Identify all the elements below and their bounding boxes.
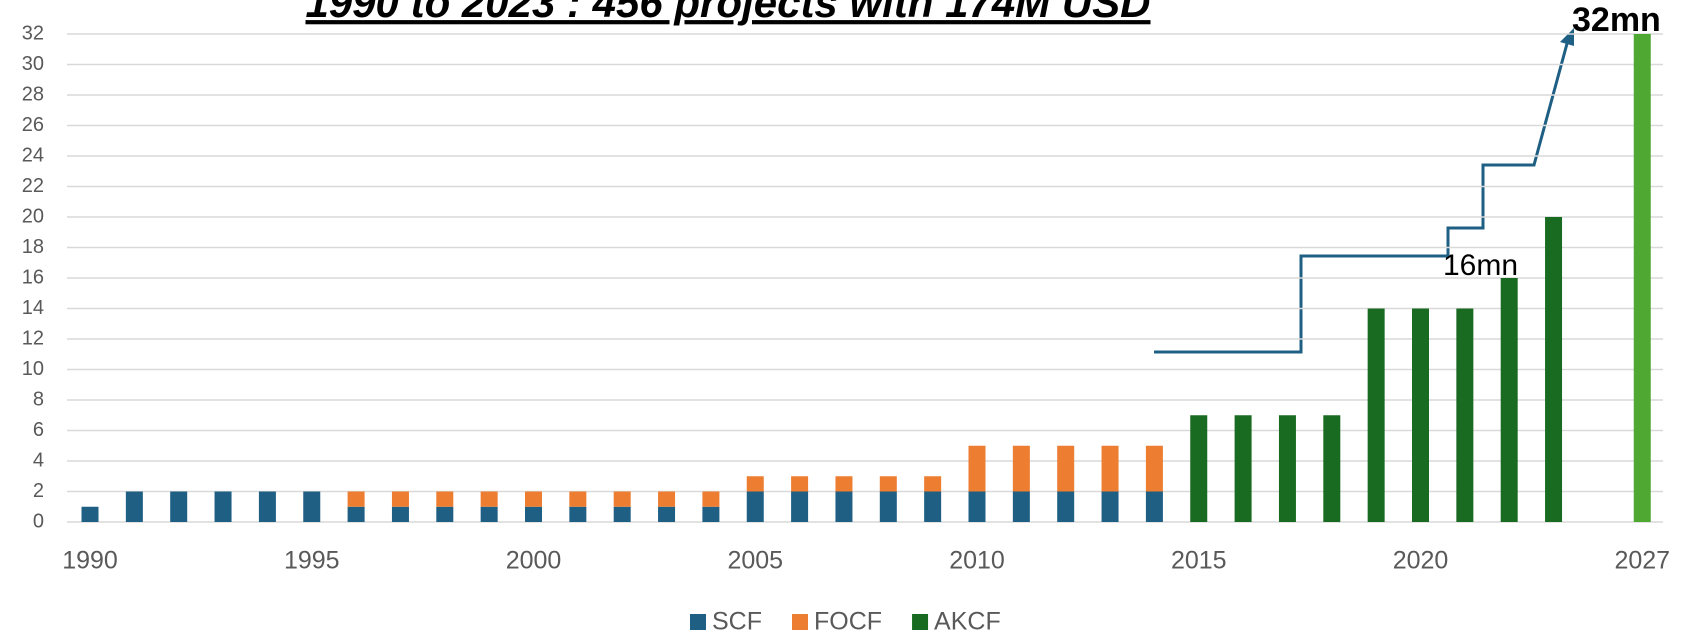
bar-segment [1057,445,1075,492]
y-tick-label: 16 [22,266,44,288]
bar-segment [924,476,942,492]
bar-segment [1545,217,1563,522]
bar-segment [1012,445,1030,492]
legend: SCF FOCF AKCF [690,608,1001,636]
legend-swatch [792,614,808,630]
arrow-head [1560,28,1574,46]
legend-swatch [912,614,929,630]
x-tick-label: 2027 [1614,547,1670,575]
bar-segment [746,476,764,492]
y-tick-label: 14 [22,297,44,319]
bar-segment [835,491,853,522]
y-tick-label: 2 [33,480,44,502]
bar-segment [879,491,897,522]
legend-swatch [690,614,706,630]
bar-segment [968,445,986,492]
x-tick-label: 2010 [949,547,1005,575]
bar-segment [1101,445,1119,492]
bar-segment [391,506,409,522]
y-tick-label: 4 [33,449,44,471]
bar-segment [1500,278,1518,522]
bar-segment [170,491,188,522]
bar-segment [1101,491,1119,522]
x-tick-label: 2005 [727,547,783,575]
bar-segment [303,491,321,522]
bar-segment [613,491,631,507]
bar-segment [347,506,365,522]
bar-segment [125,491,143,522]
bar-segment [1278,415,1296,522]
bar-segment [1367,308,1385,522]
y-tick-label: 10 [22,358,44,380]
bar-segment [1234,415,1252,522]
y-tick-label: 20 [22,205,44,227]
bar-segment [525,491,542,507]
bar-segment [480,506,498,522]
bar-segment [436,491,454,507]
x-tick-label: 1995 [284,547,340,575]
bar-segment [746,491,764,522]
bar-segment [347,491,365,507]
y-tick-label: 0 [33,510,44,532]
annotation: 32mn [1572,1,1661,39]
bar-segment [1323,415,1341,522]
bar-segment [658,506,676,522]
x-tick-label: 1990 [62,547,118,575]
y-tick-label: 28 [22,83,44,105]
bar-segment [258,491,276,522]
y-tick-label: 8 [33,388,44,410]
bar-segment [391,491,409,507]
trend-arrow [1154,39,1570,354]
y-tick-label: 30 [22,53,44,75]
bar-segment [613,506,631,522]
bar-segment [702,506,720,522]
bar-segment [658,491,676,507]
bar-segment [702,491,720,507]
x-tick-label: 2015 [1171,547,1227,575]
x-tick-label: 2000 [506,547,562,575]
bar-segment [835,476,853,492]
bar-segment [1190,415,1208,522]
y-tick-label: 22 [22,175,44,197]
bar-segment [569,491,587,507]
x-tick-label: 2020 [1393,547,1449,575]
bar-segment [791,491,809,522]
y-tick-label: 26 [22,114,44,136]
bar-segment [436,506,454,522]
bar-segment [1145,445,1163,492]
legend-label: AKCF [934,608,1001,636]
annotation: 16mn [1443,249,1518,282]
bar-segment [879,476,897,492]
bar-segment [569,506,587,522]
y-tick-label: 6 [33,419,44,441]
y-tick-label: 32 [22,22,44,44]
bar-segment [968,491,986,522]
bar-segment [480,491,498,507]
bar-segment [81,506,99,522]
bar-segment [1145,491,1163,522]
bar-segment [1057,491,1075,522]
bar-segment [214,491,232,522]
chart-title: 1990 to 2023 : 456 projects with 174M US… [305,0,1150,26]
bar-segment [525,506,542,522]
bar-segment [1012,491,1030,522]
y-tick-label: 12 [22,327,44,349]
bar-segment [1633,34,1651,522]
bar-segment [1412,308,1429,522]
bar-segment [1456,308,1474,522]
bar-segment [791,476,809,492]
bar-segment [924,491,942,522]
y-tick-label: 18 [22,236,44,258]
y-tick-label: 24 [22,144,44,166]
legend-label: FOCF [814,608,882,636]
legend-label: SCF [712,608,762,636]
